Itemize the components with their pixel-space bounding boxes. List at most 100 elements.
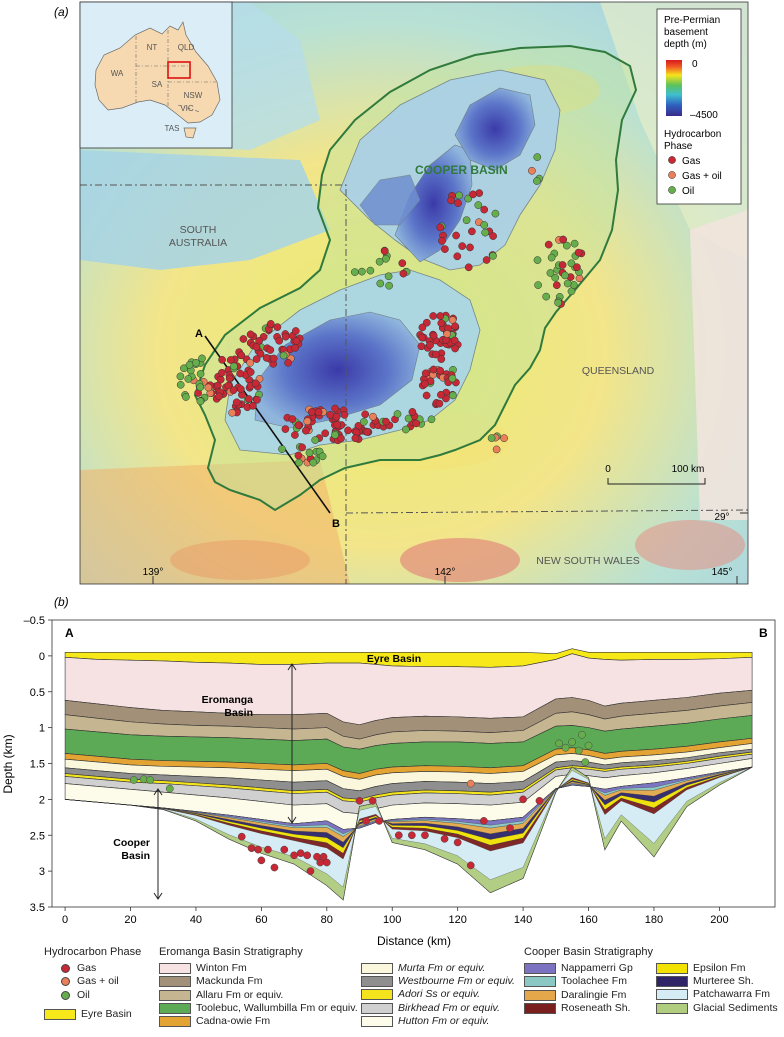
map-well-point [575,274,584,283]
svg-text:–4500: –4500 [690,110,718,121]
map-well-point [552,281,561,290]
gas-point [466,861,475,870]
svg-text:NSW: NSW [184,91,203,100]
y-tick-label: 3 [39,866,45,878]
map-well-point [562,241,571,250]
oil-point [561,743,570,752]
state-border-qld-nsw [345,509,748,514]
map-well-point [561,271,569,280]
scale-bar: 0 100 km [605,464,706,485]
map-well-point [351,434,360,443]
oil-point [129,776,138,784]
cooper-label: Nappamerri Gp [561,962,633,975]
map-well-point [547,253,556,262]
map-well-point [489,232,497,240]
map-well-point [447,196,455,205]
oil-point [139,775,148,784]
map-well-point [384,272,393,281]
y-axis-label: Depth (km) [1,734,15,793]
section-line-ab [204,335,331,514]
map-well-point [340,411,349,419]
map-well-point [533,153,542,161]
map-well-point [192,358,200,367]
gas-point [362,817,370,825]
eromanga-legend-item: Adori Ss or equiv. [361,988,515,1001]
map-well-point [422,391,431,400]
gas-oil-point [466,779,475,788]
stratigraphy-legend: Hydrocarbon Phase Gas Gas + oil Oil Eyre… [0,946,784,1037]
map-well-point [237,351,246,360]
map-well-point [294,451,303,460]
gas-point [355,796,364,805]
map-well-point [253,395,261,404]
map-well-point [534,281,542,289]
map-well-point [436,312,445,320]
map-well-point [570,239,579,248]
section-end-a-label: A [195,328,203,340]
gas-point [296,849,305,858]
map-well-point [376,279,385,288]
svg-text:0: 0 [692,59,698,70]
map-well-point [462,216,471,225]
map-well-point [301,426,310,435]
x-tick-label: 60 [255,914,267,926]
map-well-point [528,166,536,175]
eromanga-legend-item: Birkhead Fm or equiv. [361,1002,515,1015]
cooper-legend-title: Cooper Basin Stratigraphy [524,946,654,958]
y-tick-label: 1 [39,723,45,735]
map-well-point [321,429,330,438]
map-well-point [281,332,290,341]
map-well-point [474,201,483,209]
map-well-point [314,408,323,417]
map-well-point [401,425,410,434]
eromanga-label: Westbourne Fm or equiv. [398,975,515,988]
map-well-point [438,237,446,245]
depth-color-ramp [666,60,682,116]
map-well-point [422,318,431,327]
eromanga-swatch [159,1016,191,1028]
map-well-point [182,393,190,401]
longitude-139-label: 139° [143,567,164,578]
eromanga-legend-item: Cadna-owie Fm [159,1015,358,1028]
map-well-point [331,404,339,413]
oil-label: Oil [77,988,90,1001]
oil-point [165,784,174,793]
gas-point [303,851,312,860]
map-well-point [451,344,459,353]
map-well-point [436,223,445,232]
map-well-point [421,369,430,378]
cooper-swatch [656,976,688,988]
y-tick-label: –0.5 [24,615,45,627]
map-well-point [279,351,288,360]
cooper-label: Glacial Sediments [693,1001,778,1014]
x-tick-label: 100 [383,914,401,926]
cooper-label: Roseneath Sh. [561,1001,631,1014]
cooper-legend-item: Daralingie Fm [524,989,653,1002]
svg-text:WA: WA [111,69,124,78]
map-well-point [533,256,542,264]
svg-text:SA: SA [152,80,163,89]
map-well-point [469,190,477,199]
australia-inset-map: NT QLD WA SA NSW VIC TAS [79,1,233,149]
map-well-point [249,401,257,410]
longitude-142-label: 142° [435,567,456,578]
map-well-point [196,383,205,392]
map-well-point [204,383,213,392]
south-australia-label-1: SOUTH [180,224,217,236]
gas-marker-icon [61,964,70,974]
cooper-legend-item: Roseneath Sh. [524,1002,653,1015]
map-well-point [432,350,440,359]
eromanga-swatch [361,976,393,988]
map-well-point [251,379,260,388]
map-well-point [500,434,508,443]
map-well-point [180,364,188,373]
map-well-point [226,356,235,364]
map-well-point [307,408,316,416]
svg-text:NT: NT [147,43,158,52]
map-well-point [492,445,501,454]
map-well-point [331,431,339,439]
map-well-point [230,362,238,371]
oil-point [584,741,593,750]
map-well-point [369,412,377,421]
new-south-wales-label: NEW SOUTH WALES [536,555,639,567]
